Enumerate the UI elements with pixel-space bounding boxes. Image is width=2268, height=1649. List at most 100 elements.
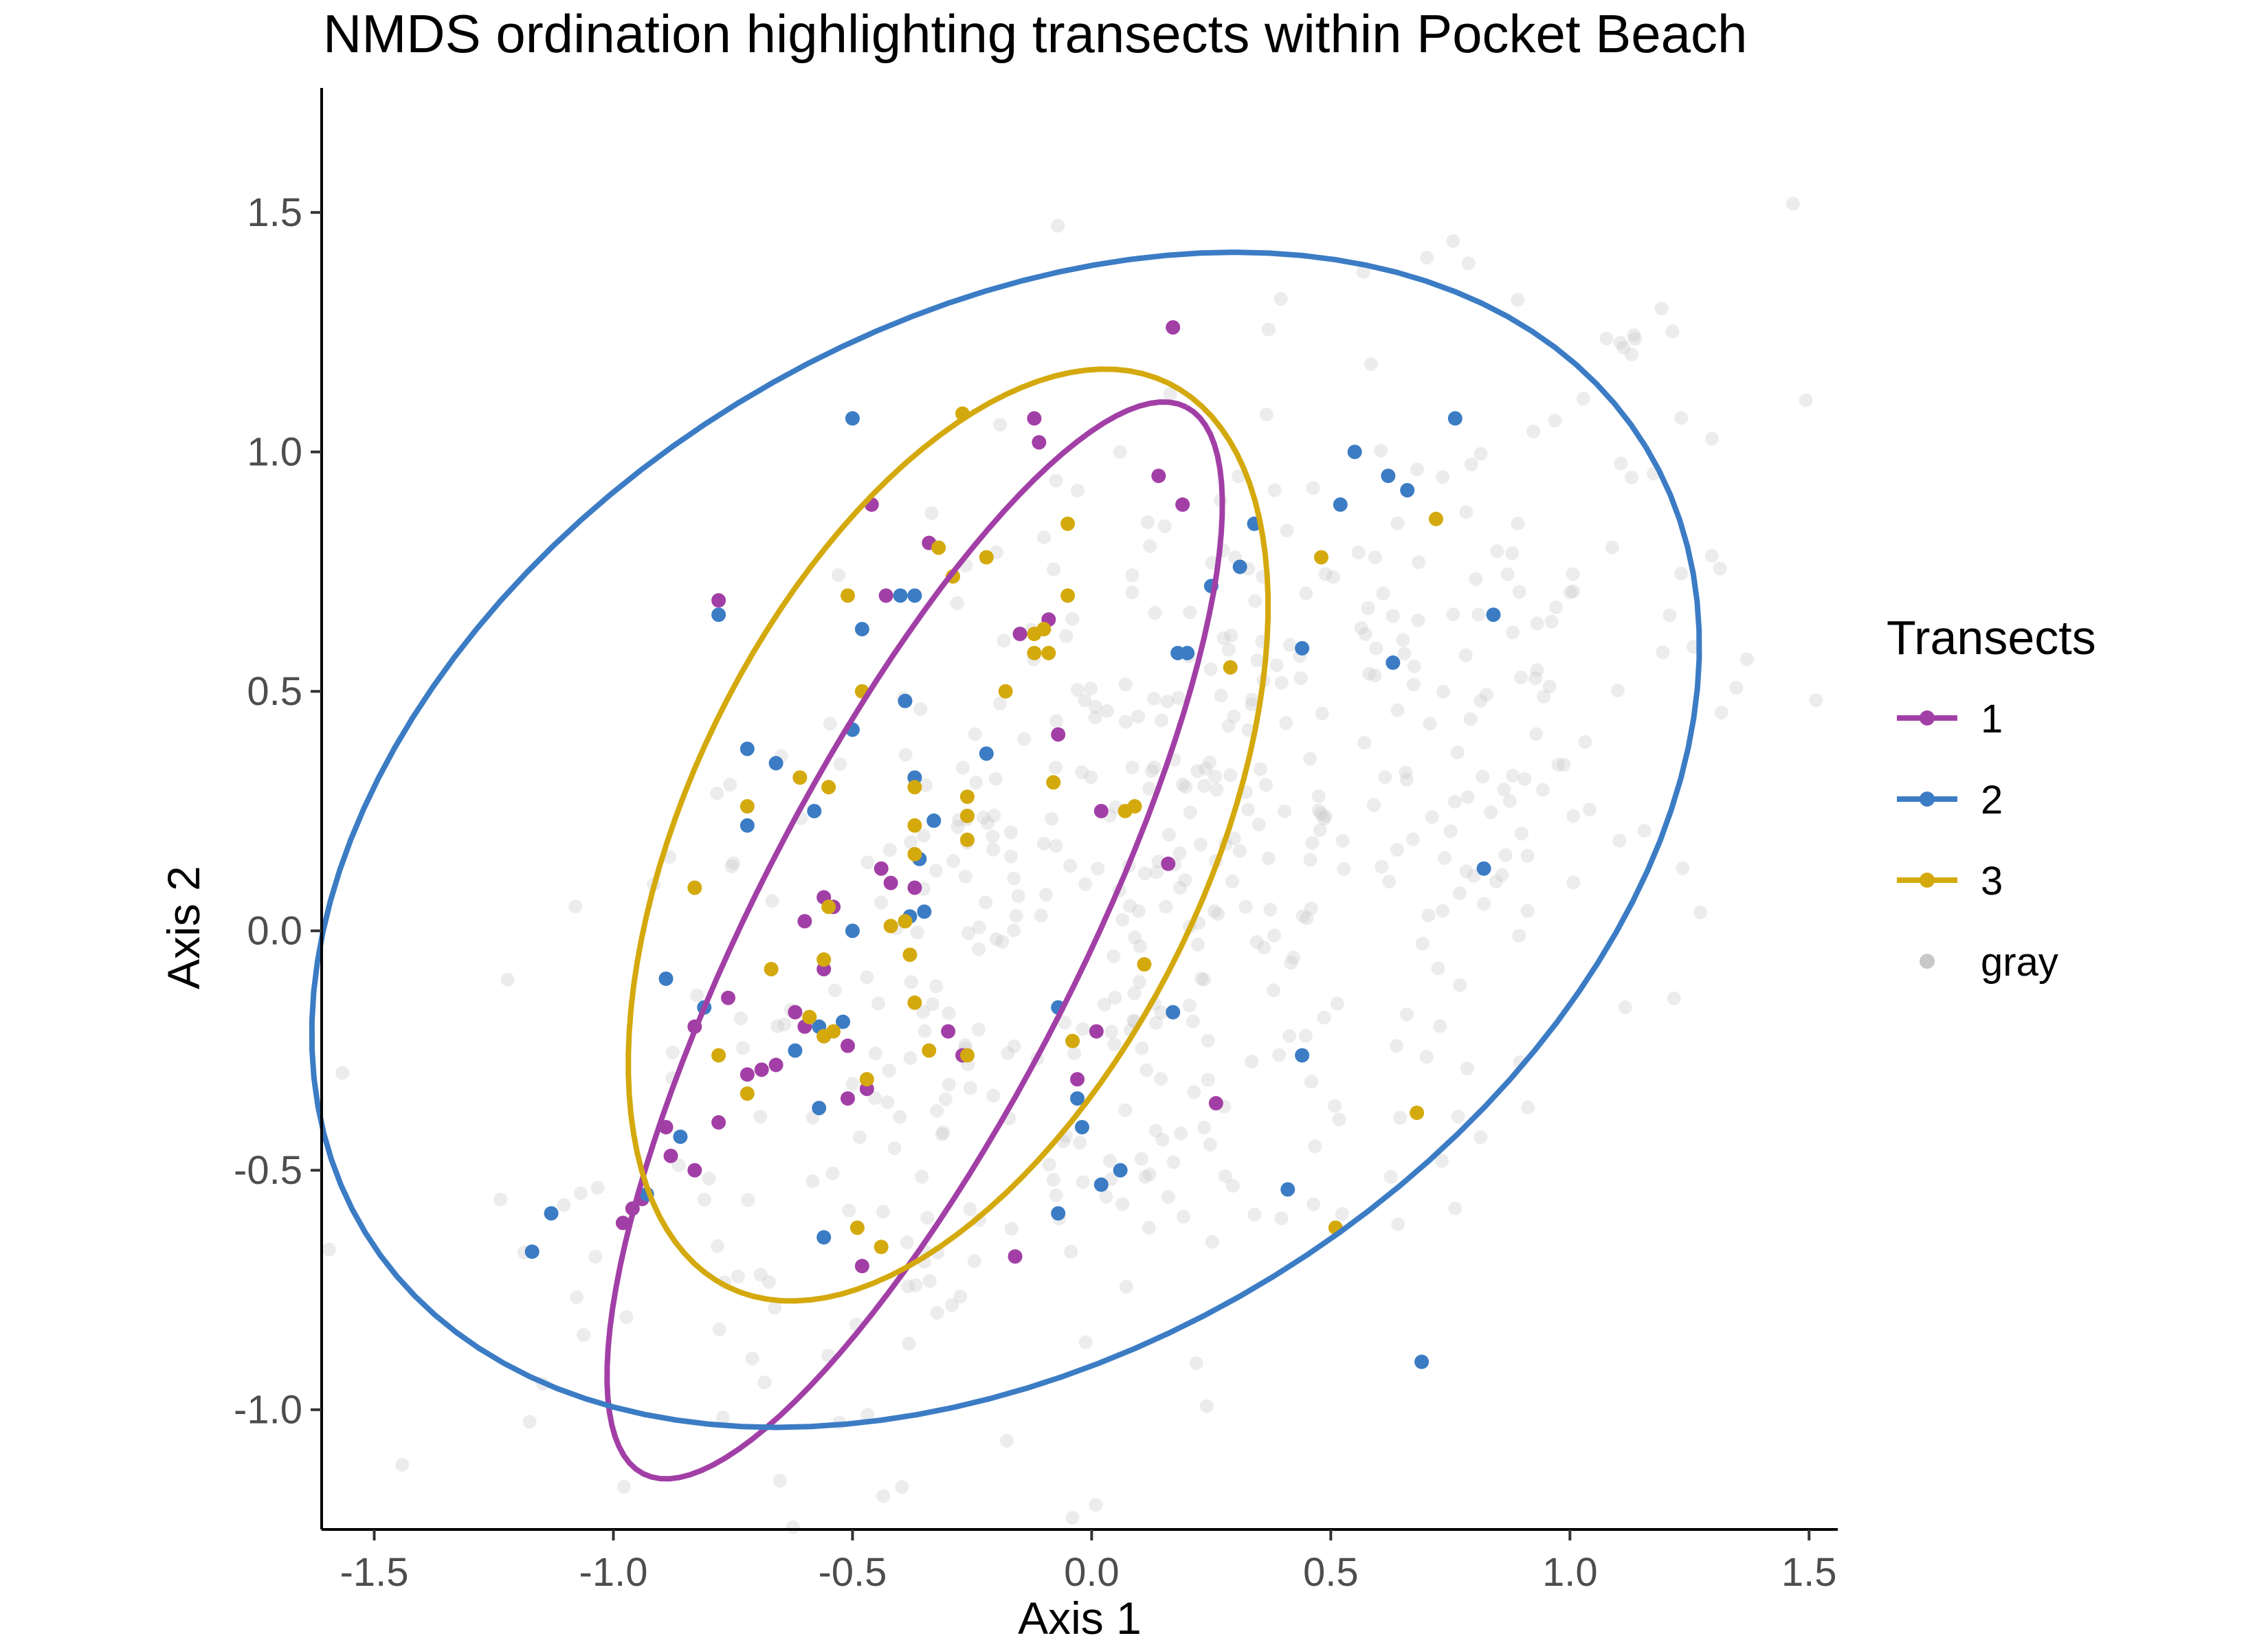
- data-point: [1232, 559, 1247, 574]
- data-point: [711, 593, 726, 608]
- background-point: [1799, 393, 1813, 407]
- background-point: [1051, 218, 1065, 233]
- background-point: [1049, 714, 1064, 728]
- data-point: [1223, 660, 1238, 675]
- data-point: [883, 919, 898, 934]
- data-point: [1151, 469, 1166, 484]
- background-point: [761, 1275, 776, 1289]
- background-point: [898, 748, 913, 762]
- background-point: [1423, 717, 1437, 731]
- data-point: [1041, 645, 1056, 660]
- data-point: [768, 1057, 783, 1073]
- background-point: [935, 1128, 949, 1142]
- background-point: [893, 1110, 907, 1124]
- data-point: [788, 1043, 803, 1058]
- background-point: [1201, 1033, 1215, 1048]
- background-point: [1399, 1007, 1414, 1022]
- ellipse-3: [625, 366, 1271, 1304]
- background-point: [1474, 694, 1488, 708]
- background-point: [953, 1289, 968, 1303]
- background-point: [1551, 758, 1566, 772]
- legend-item-1: 1: [1897, 697, 2003, 741]
- background-point: [1656, 645, 1670, 660]
- background-point: [1145, 764, 1159, 778]
- background-point: [1174, 1126, 1188, 1141]
- background-point: [1089, 1498, 1103, 1512]
- data-point: [1295, 1048, 1310, 1063]
- background-point: [1127, 986, 1142, 1000]
- background-point: [1434, 1154, 1449, 1168]
- data-point: [711, 1048, 726, 1063]
- data-point: [740, 1086, 755, 1101]
- background-point: [1147, 691, 1161, 706]
- background-point: [1514, 671, 1528, 685]
- background-point: [1076, 1022, 1090, 1036]
- background-point: [1318, 567, 1333, 581]
- background-point: [1070, 683, 1085, 697]
- background-point: [1100, 704, 1114, 718]
- background-point: [946, 854, 961, 868]
- background-point: [887, 1141, 902, 1156]
- data-point: [1137, 957, 1152, 972]
- background-point: [1354, 620, 1368, 635]
- background-point: [577, 1328, 591, 1343]
- background-point: [1088, 699, 1102, 714]
- background-point: [1704, 431, 1719, 446]
- background-point: [697, 1192, 711, 1207]
- legend-label: 2: [1981, 778, 2003, 822]
- background-point: [1155, 713, 1169, 728]
- data-point: [1060, 588, 1076, 603]
- data-point: [1166, 320, 1181, 335]
- background-point: [1205, 1235, 1219, 1249]
- data-point: [1070, 1091, 1085, 1106]
- background-point: [1148, 605, 1162, 620]
- background-point: [1471, 607, 1486, 622]
- background-point: [1514, 827, 1528, 841]
- background-point: [1563, 585, 1577, 600]
- background-point: [1159, 899, 1173, 914]
- background-point: [1447, 794, 1462, 809]
- data-point: [1486, 607, 1501, 622]
- background-point: [1203, 662, 1218, 677]
- data-point: [926, 813, 942, 828]
- background-point: [1511, 517, 1525, 531]
- background-point: [1446, 234, 1460, 248]
- background-point: [832, 568, 846, 583]
- background-point: [913, 702, 928, 716]
- background-point: [1313, 823, 1327, 838]
- background-point: [1058, 1016, 1072, 1030]
- background-point: [1419, 1050, 1434, 1064]
- data-point: [764, 961, 779, 976]
- data-point: [1027, 411, 1042, 426]
- background-point: [1065, 1510, 1080, 1525]
- background-point: [1227, 831, 1241, 846]
- background-point: [1351, 546, 1366, 560]
- background-point: [1484, 805, 1498, 820]
- background-point: [827, 983, 842, 998]
- background-point: [989, 932, 1003, 947]
- background-point: [1674, 566, 1689, 581]
- background-point: [1207, 904, 1221, 919]
- background-point: [1119, 715, 1133, 729]
- legend: Transects 1 2 3 gray: [1887, 611, 2096, 985]
- data-point: [922, 1043, 937, 1058]
- background-point: [1149, 865, 1164, 879]
- data-point: [1161, 856, 1176, 871]
- background-point: [1368, 669, 1382, 683]
- background-point: [988, 772, 1003, 786]
- background-point: [1133, 939, 1147, 954]
- background-point: [1097, 997, 1111, 1011]
- background-point: [1458, 648, 1473, 662]
- data-point: [721, 990, 736, 1005]
- data-point: [1127, 799, 1142, 814]
- data-point: [740, 1067, 755, 1082]
- background-point: [619, 1310, 634, 1325]
- background-point: [1067, 1046, 1082, 1061]
- data-point: [1447, 411, 1463, 426]
- background-point: [918, 778, 933, 792]
- data-point: [902, 947, 918, 963]
- background-point: [1335, 1207, 1349, 1221]
- background-point: [876, 1489, 891, 1503]
- background-point: [1190, 937, 1205, 952]
- plot-area: [309, 197, 1823, 1534]
